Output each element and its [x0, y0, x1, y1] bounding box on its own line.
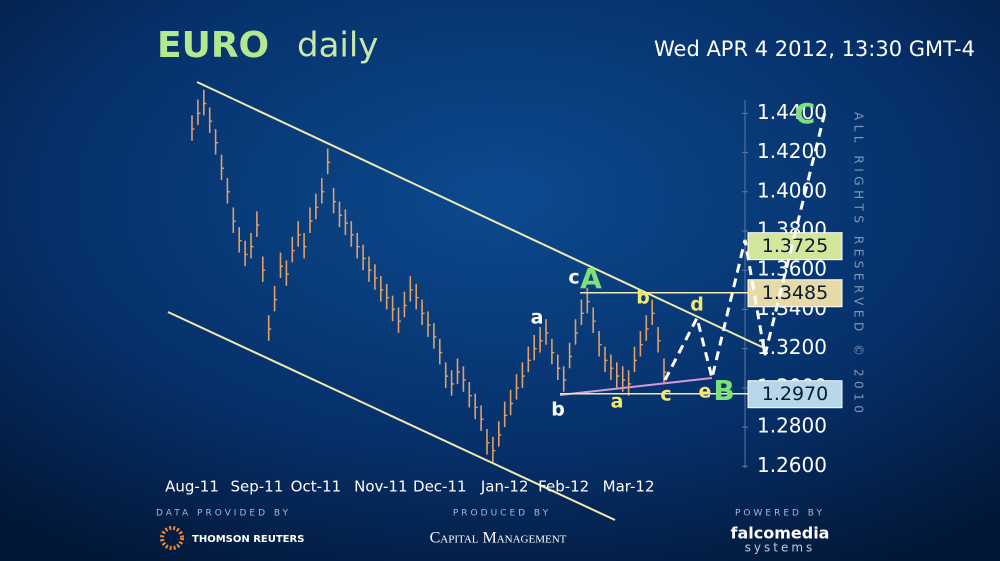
wave-label: A — [580, 262, 602, 295]
x-tick-label: Dec-11 — [413, 478, 467, 496]
level-box — [747, 279, 843, 308]
wave-label: a — [611, 391, 624, 413]
footer-label: POWERED BY — [735, 509, 825, 519]
wave-label: d — [690, 294, 704, 316]
y-tick-label: 1.3600 — [757, 257, 827, 281]
footer-powered: falcomedia — [731, 524, 830, 543]
x-tick-label: Sep-11 — [231, 478, 284, 496]
footer-label: DATA PROVIDED BY — [156, 509, 291, 519]
chart-title-period: daily — [297, 26, 378, 66]
y-tick-label: 1.4400 — [757, 100, 827, 124]
reuters-logo — [160, 526, 184, 550]
wave-label: B — [713, 374, 734, 407]
timestamp: Wed APR 4 2012, 13:30 GMT-4 — [654, 37, 975, 61]
wave-label: b — [551, 399, 565, 421]
level-box — [747, 380, 843, 409]
trend-line — [559, 377, 713, 396]
y-tick-label: 1.2600 — [757, 453, 827, 477]
x-tick-label: Aug-11 — [165, 478, 219, 496]
y-tick-label: 1.4000 — [757, 178, 827, 202]
wave-label: a — [531, 307, 544, 329]
x-tick-label: Feb-12 — [538, 478, 589, 496]
level-label: 1.3725 — [762, 235, 828, 257]
channel-lower — [167, 311, 616, 521]
level-label: 1.2970 — [762, 383, 828, 405]
chart-title: EURO — [157, 25, 269, 66]
footer-label: PRODUCED BY — [453, 509, 551, 519]
copyright: ALL RIGHTS RESERVED © 2010 — [852, 112, 866, 417]
wave-label: c — [568, 267, 579, 289]
channel-upper — [196, 81, 763, 348]
x-tick-label: Oct-11 — [291, 478, 341, 496]
wave-label: e — [699, 381, 712, 403]
projection-path — [663, 111, 827, 381]
x-tick-label: Nov-11 — [354, 478, 407, 496]
footer-producer: Capital Management — [430, 530, 567, 547]
wave-label: C — [795, 97, 816, 130]
footer-powered-sub: systems — [745, 541, 816, 555]
wave-label: c — [660, 384, 671, 406]
x-tick-label: Mar-12 — [603, 478, 655, 496]
level-label: 1.3485 — [762, 282, 828, 304]
y-tick-label: 1.2800 — [757, 414, 827, 438]
wave-label: b — [636, 287, 650, 309]
footer-source: THOMSON REUTERS — [192, 534, 304, 545]
x-tick-label: Jan-12 — [480, 478, 529, 496]
